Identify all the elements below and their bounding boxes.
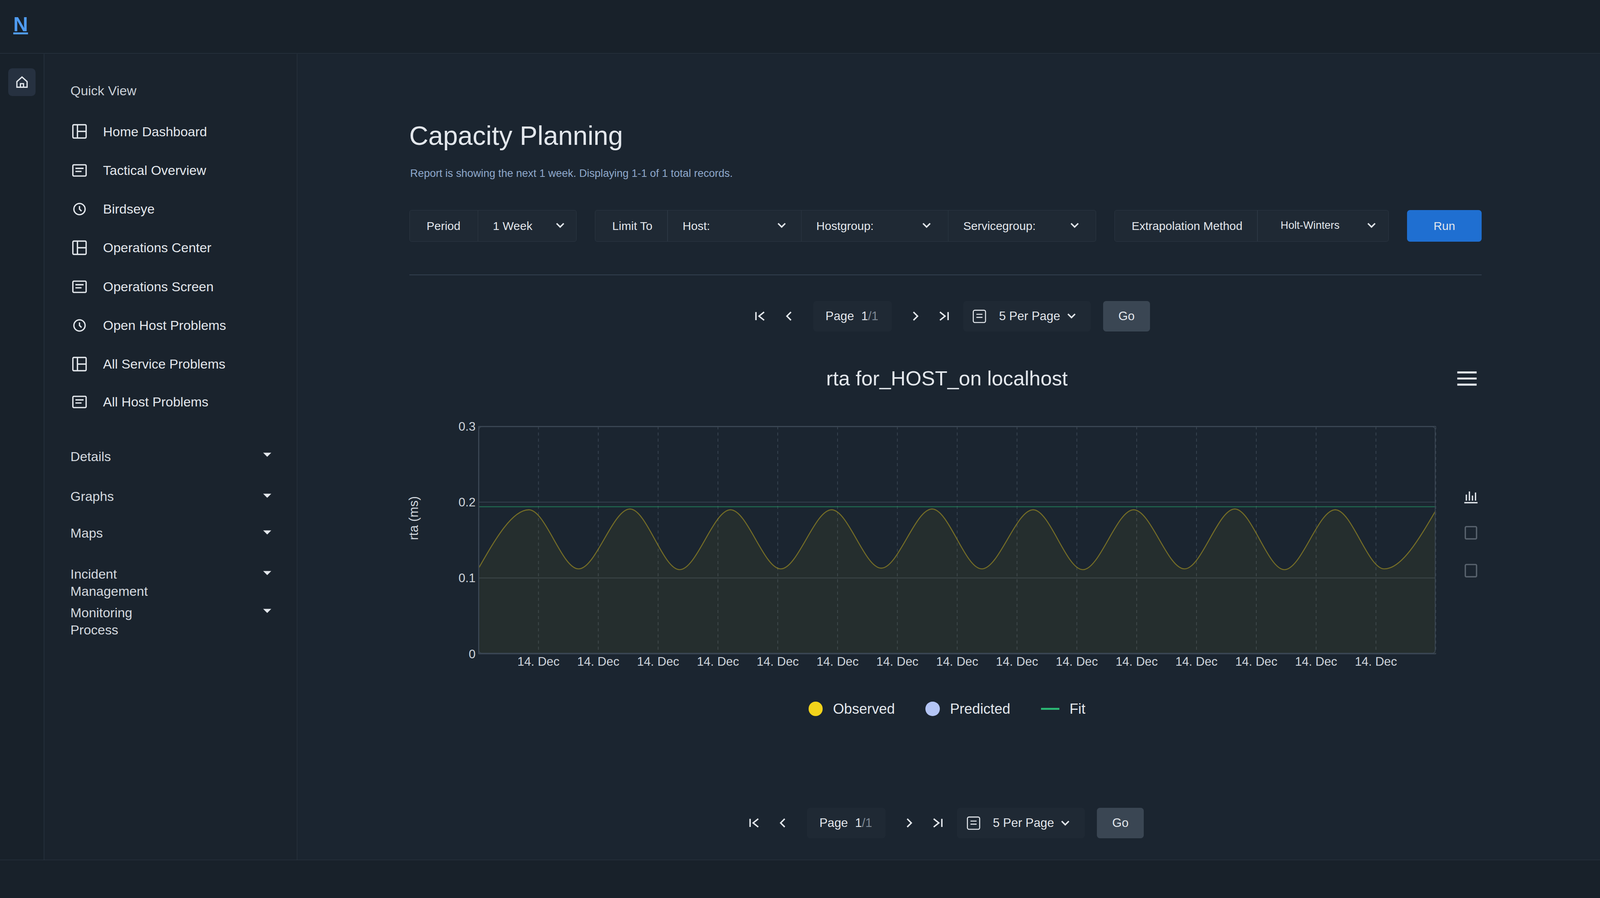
html-text:Birdseye: Birdseye [103,201,155,217]
html-text:Host:: Host: [682,219,711,233]
html-text:1 Week: 1 Week [492,219,533,233]
svg-text:0: 0 [468,647,476,662]
html-text:Maps: Maps [70,525,103,541]
svg-text:14. Dec: 14. Dec [1235,655,1278,669]
svg-text:14. Dec: 14. Dec [1115,655,1158,669]
html-text:1 /1: 1 /1 [861,309,879,324]
html-text:Details: Details [70,449,111,465]
svg-text:14. Dec: 14. Dec [1055,655,1099,669]
svg-text:14. Dec: 14. Dec [1175,655,1218,669]
svg-text:0.1: 0.1 [458,571,476,586]
html-text:Graphs: Graphs [70,489,114,504]
html-text:Go: Go [1118,309,1135,324]
html-text:rta for_HOST_on localhost: rta for_HOST_on localhost [826,367,1068,390]
html-text:Holt-Winters: Holt-Winters [1280,219,1340,232]
html-text:Go: Go [1112,816,1129,831]
html-text:Extrapolation Method: Extrapolation Method [1131,219,1243,233]
html-text:Page: Page [825,309,855,324]
html-text:N: N [13,13,29,36]
html-text:5 Per Page: 5 Per Page [992,816,1055,831]
html-text:Run: Run [1433,219,1456,233]
svg-text:0.2: 0.2 [458,495,476,510]
html-text:Monitoring Process: Monitoring Process [70,605,133,638]
html-text:Observed: Observed [832,700,895,717]
svg-text:14. Dec: 14. Dec [935,655,979,669]
html-text:Period: Period [426,219,461,233]
svg-text:14. Dec: 14. Dec [1354,655,1397,669]
html-text:Home Dashboard: Home Dashboard [103,124,207,139]
svg-text:14. Dec: 14. Dec [816,655,859,669]
html-text:Tactical Overview: Tactical Overview [103,162,207,178]
html-text:Servicegroup:: Servicegroup: [963,219,1036,233]
svg-text:rta (ms): rta (ms) [406,496,421,541]
svg-text:14. Dec: 14. Dec [756,655,799,669]
svg-text:0.3: 0.3 [458,419,476,434]
svg-text:14. Dec: 14. Dec [995,655,1038,669]
html-text:5 Per Page: 5 Per Page [998,309,1061,324]
html-text:All Service Problems: All Service Problems [103,356,226,372]
html-text:Capacity Planning: Capacity Planning [409,120,624,151]
html-text:Incident Management: Incident Management [70,566,148,599]
html-text:Operations Center: Operations Center [103,240,212,256]
html-text:All Host Problems: All Host Problems [103,394,209,410]
html-text:1 /1: 1 /1 [855,816,873,831]
svg-text:14. Dec: 14. Dec [696,655,740,669]
html-text:Limit To: Limit To [612,219,653,233]
html-text:Quick View: Quick View [70,83,137,99]
html-text:Open Host Problems: Open Host Problems [103,317,227,333]
html-text:Report is showing the next 1 w: Report is showing the next 1 week. Displ… [410,167,733,180]
svg-text:14. Dec: 14. Dec [1294,655,1338,669]
svg-text:14. Dec: 14. Dec [876,655,919,669]
html-text:Fit: Fit [1069,700,1086,717]
svg-text:14. Dec: 14. Dec [637,655,680,669]
html-text:Page: Page [819,816,848,831]
svg-text:14. Dec: 14. Dec [576,655,620,669]
html-text:Operations Screen: Operations Screen [103,279,214,295]
html-text:Predicted: Predicted [950,700,1011,717]
svg-text:14. Dec: 14. Dec [517,655,560,669]
html-text:Hostgroup:: Hostgroup: [816,219,874,233]
